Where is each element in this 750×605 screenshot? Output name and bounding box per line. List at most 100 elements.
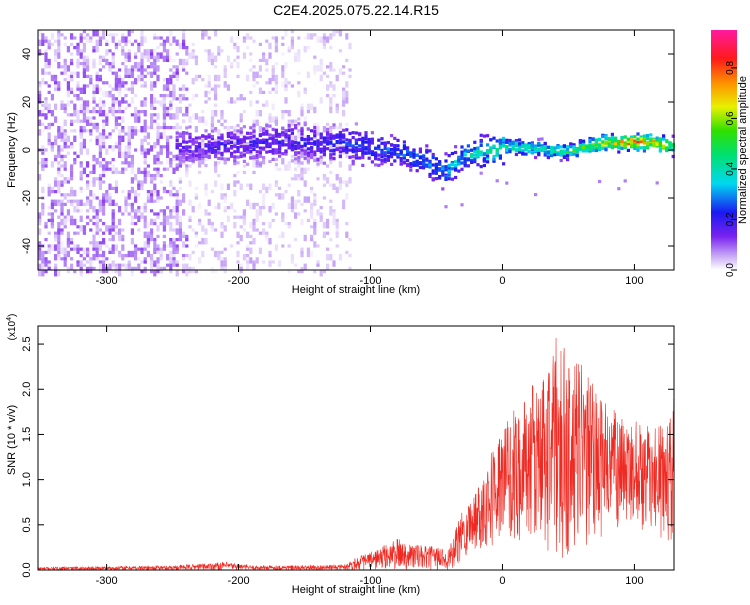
spectrogram-cell	[159, 180, 163, 184]
spectrogram-cell	[223, 119, 227, 123]
spectrogram-cell	[76, 209, 80, 213]
spectrogram-cell	[226, 132, 230, 136]
spectrogram-cell	[79, 254, 83, 258]
spectrogram-cell	[246, 247, 250, 251]
spectrogram-cell	[114, 202, 118, 206]
spectrogram-cell	[156, 250, 160, 254]
spectrogram-cell	[95, 81, 99, 85]
spectrogram-cell	[335, 228, 339, 235]
spectrogram-cell	[303, 121, 307, 125]
y-tick-label: 1.5	[21, 427, 33, 442]
spectrogram-cell	[150, 218, 154, 226]
spectrogram-cell	[44, 270, 48, 274]
spectrogram-cell	[470, 158, 474, 163]
spectrogram-cell	[178, 143, 182, 147]
spectrogram-cell	[271, 103, 275, 110]
spectrogram-cell	[76, 71, 80, 78]
colorbar-tick-label: 0.0	[725, 263, 736, 277]
spectrogram-cell	[63, 180, 67, 184]
spectrogram-cell	[44, 39, 48, 43]
spectrogram-cell	[348, 148, 352, 152]
y-tick-label: 0.0	[21, 562, 33, 577]
spectrogram-cell	[175, 163, 179, 167]
spectrogram-cell	[274, 74, 278, 82]
spectrogram-cell	[63, 142, 67, 146]
spectrogram-cell	[482, 134, 486, 138]
spectrogram-cell	[121, 238, 125, 242]
spectrogram-cell	[214, 250, 218, 258]
spectrogram-cell	[201, 78, 205, 82]
spectrogram-cell	[143, 100, 147, 107]
spectrogram-cell	[246, 147, 250, 152]
spectrogram-cell	[274, 180, 278, 187]
spectrogram-cell	[518, 142, 522, 146]
spectrogram-cell	[38, 110, 42, 117]
spectrogram-cell	[134, 113, 138, 117]
spectrogram-cell	[322, 36, 326, 40]
spectrogram-cell	[473, 160, 477, 164]
spectrogram-cell	[105, 148, 109, 155]
spectrogram-cell	[527, 142, 531, 146]
spectrogram-cell	[153, 142, 157, 149]
spectrogram-cell	[178, 87, 182, 91]
spectrogram-cell	[105, 122, 109, 126]
spectrogram-cell	[489, 138, 493, 142]
spectrogram-cell	[281, 110, 285, 114]
spectrogram-cell	[281, 158, 285, 165]
spectrogram-cell	[198, 136, 202, 140]
spectrogram-cell	[143, 84, 147, 88]
spectrogram-cell	[306, 196, 310, 203]
spectrogram-cell	[188, 103, 192, 107]
spectrogram-cell	[60, 209, 64, 213]
spectrogram-cell	[233, 46, 237, 50]
spectrogram-cell	[361, 163, 365, 167]
spectrogram-cell	[252, 124, 256, 128]
spectrogram-cell	[207, 55, 211, 62]
spectrogram-cell	[316, 260, 320, 267]
snr-series-line	[37, 337, 675, 572]
spectrogram-cell	[268, 254, 272, 258]
spectrogram-cell	[306, 138, 310, 142]
spectrogram-cell	[345, 147, 349, 151]
spectrogram-cell	[153, 119, 157, 123]
spectrogram-cell	[322, 39, 326, 43]
spectrogram-cell	[86, 180, 90, 187]
spectrogram-cell	[233, 215, 237, 219]
spectrogram-cell	[98, 263, 102, 270]
spectrogram-cell	[102, 142, 106, 146]
spectrogram-cell	[422, 166, 426, 170]
spectrogram-cell	[185, 164, 189, 168]
spectrogram-cell	[169, 55, 173, 62]
spectrogram-cell	[57, 270, 61, 277]
spectrogram-cell	[646, 134, 650, 138]
spectrogram-cell	[364, 136, 368, 141]
spectrogram-cell	[230, 154, 234, 158]
spectrogram-cell	[671, 154, 675, 159]
spectrogram-cell	[220, 49, 224, 53]
spectrogram-cell	[639, 146, 643, 150]
spectrogram-cell	[98, 135, 102, 142]
spectrogram-cell	[342, 149, 346, 153]
spectrogram-cell	[326, 247, 330, 251]
spectrogram-cell	[82, 113, 86, 117]
spectrogram-cell	[79, 247, 83, 251]
spectrogram-cell	[329, 206, 333, 210]
spectrogram-cell	[562, 149, 566, 153]
spectrogram-cell	[332, 156, 336, 160]
spectrogram-cell	[188, 215, 192, 219]
spectrogram-cell	[313, 125, 317, 130]
spectrogram-cell	[63, 129, 67, 133]
spectrogram-cell	[143, 81, 147, 85]
spectrogram-cell	[214, 113, 218, 117]
spectrogram-cell	[178, 157, 182, 161]
spectrogram-cell	[409, 168, 413, 172]
spectrogram-cell	[191, 78, 195, 85]
spectrogram-cell	[166, 206, 170, 210]
spectrogram-cell	[204, 119, 208, 126]
spectrogram-cell	[95, 90, 99, 94]
spectrogram-cell	[230, 140, 234, 145]
spectrogram-cell	[89, 218, 93, 222]
spectrogram-cell	[300, 132, 304, 139]
spectrogram-cell	[310, 202, 314, 210]
spectrogram-cell	[118, 135, 122, 139]
